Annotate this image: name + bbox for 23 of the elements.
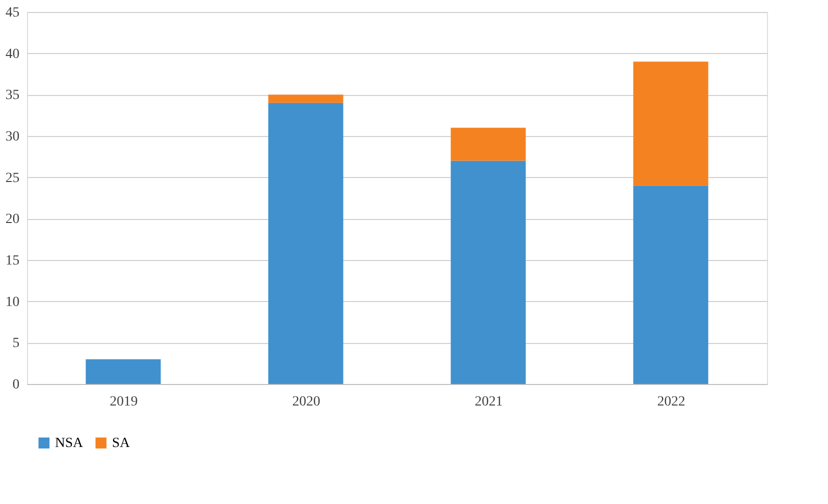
- y-tick-label: 20: [6, 212, 20, 228]
- y-tick-label: 40: [6, 46, 20, 62]
- y-tick-label: 5: [12, 336, 20, 352]
- bar: [450, 160, 526, 384]
- bar: [450, 128, 526, 161]
- x-tick-label: 2019: [110, 394, 138, 410]
- bar: [268, 102, 344, 384]
- y-tick-label: 30: [6, 130, 20, 144]
- x-tick-label: 2020: [292, 394, 320, 410]
- bar: [633, 62, 708, 186]
- legend-label: SA: [112, 436, 131, 451]
- bar: [268, 94, 344, 103]
- bar: [86, 359, 161, 384]
- bar: [633, 186, 708, 384]
- y-tick-label: 45: [6, 6, 20, 20]
- x-tick-label: 2022: [657, 394, 686, 410]
- y-tick-label: 10: [6, 294, 20, 310]
- legend-label: NSA: [55, 436, 84, 451]
- y-tick-label: 15: [6, 254, 20, 268]
- x-tick-label: 2021: [474, 394, 503, 410]
- y-tick-label: 25: [6, 170, 20, 186]
- y-tick-label: 0: [12, 378, 20, 392]
- y-tick-label: 35: [6, 88, 20, 104]
